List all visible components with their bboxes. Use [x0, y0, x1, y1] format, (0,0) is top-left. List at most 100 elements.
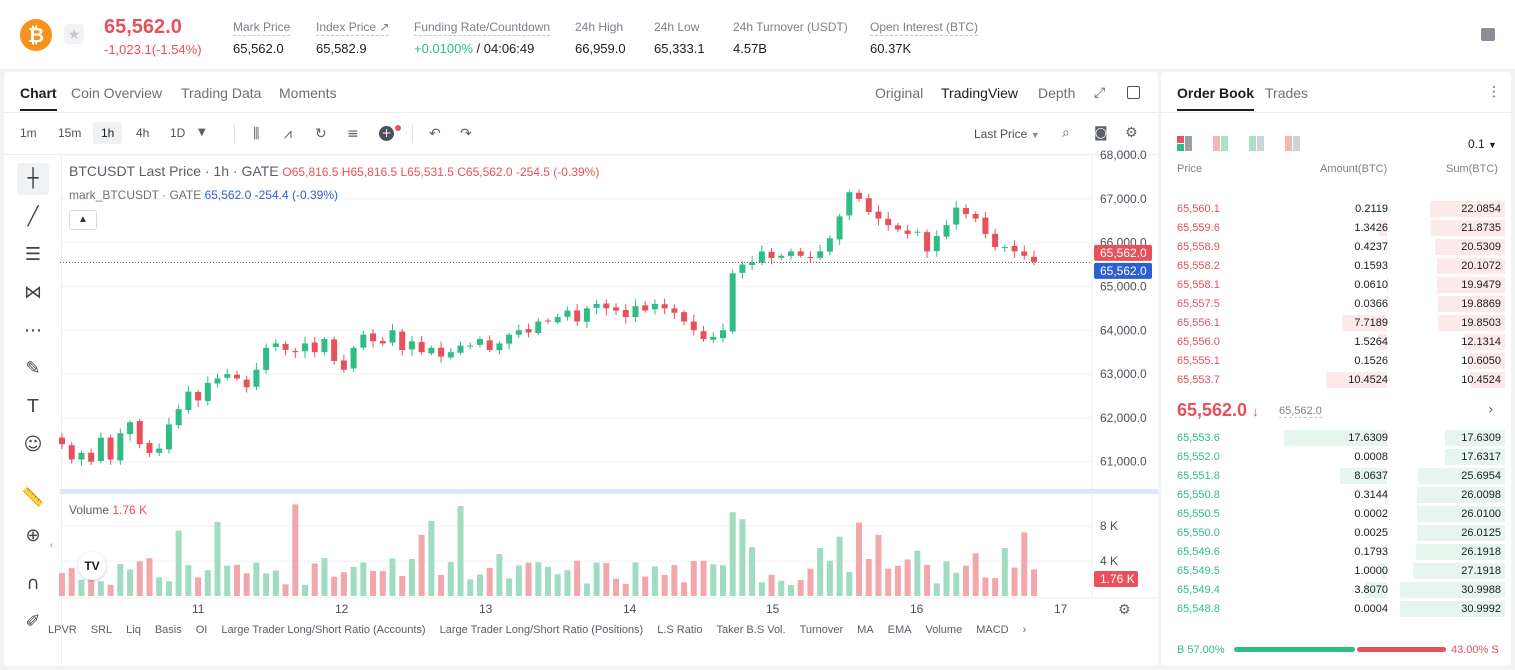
tab-order-book[interactable]: Order Book [1177, 85, 1255, 111]
pattern-icon[interactable]: ⋈ [24, 282, 42, 303]
volume-bar [982, 577, 989, 596]
timeframe-4h[interactable]: 4h [136, 126, 150, 140]
stat-label[interactable]: Index Price ↗ [316, 20, 390, 36]
indicator-5[interactable]: Large Trader Long/Short Ratio (Accounts) [221, 624, 426, 636]
bid-row[interactable]: 65,549.5 1.0000 27.1918 [1175, 562, 1505, 580]
bid-row[interactable]: 65,549.6 0.1793 26.1918 [1175, 543, 1505, 561]
book-icon[interactable] [1481, 28, 1495, 41]
indicator-10[interactable]: MA [857, 624, 874, 636]
ask-row[interactable]: 65,556.1 7.7189 19.8503 [1175, 314, 1505, 332]
indicators-icon[interactable]: ⩘ [284, 126, 292, 142]
bid-row[interactable]: 65,553.6 17.6309 17.6309 [1175, 429, 1505, 447]
mode-asks-icon[interactable] [1285, 136, 1300, 151]
text-icon[interactable]: T [27, 396, 39, 417]
tab-coin-overview[interactable]: Coin Overview [71, 85, 163, 101]
volume-bar [243, 573, 250, 596]
axis-settings-icon[interactable]: ⚙ [1118, 602, 1131, 618]
bid-row[interactable]: 65,550.8 0.3144 26.0098 [1175, 486, 1505, 504]
indicator-1[interactable]: SRL [90, 624, 113, 636]
stat-label[interactable]: Open Interest (BTC) [870, 20, 979, 36]
indicator-9[interactable]: Turnover [799, 624, 844, 636]
magnet-icon[interactable]: ∩ [26, 573, 40, 594]
tradingview-logo[interactable]: TV [78, 552, 106, 580]
mode-bids-icon[interactable] [1249, 136, 1264, 151]
bid-row[interactable]: 65,549.4 3.8070 30.9988 [1175, 581, 1505, 599]
gear-icon[interactable]: ⚙ [1125, 125, 1138, 141]
chevron-down-icon[interactable]: ▼ [198, 127, 206, 138]
settings-list-icon[interactable]: ≡ [347, 126, 359, 142]
ruler-icon[interactable]: 📏 [21, 487, 45, 508]
emoji-icon[interactable]: ☺ [23, 434, 43, 455]
ask-row[interactable]: 65,557.5 0.0366 19.8869 [1175, 295, 1505, 313]
tab-moments[interactable]: Moments [279, 85, 337, 101]
view-tradingview[interactable]: TradingView [941, 85, 1019, 101]
indicator-0[interactable]: LPVR [48, 624, 77, 636]
undo-icon[interactable]: ↶ [429, 126, 441, 142]
volume-bar [447, 562, 454, 596]
ask-row[interactable]: 65,555.1 0.1526 10.6050 [1175, 352, 1505, 370]
indicator-6[interactable]: Large Trader Long/Short Ratio (Positions… [439, 624, 644, 636]
pane-separator[interactable] [60, 489, 1158, 494]
indicator-8[interactable]: Taker B.S Vol. [716, 624, 786, 636]
mode-both-icon[interactable] [1177, 136, 1192, 151]
brush-icon[interactable]: ✎ [25, 358, 41, 379]
timeframe-15m[interactable]: 15m [58, 126, 82, 140]
depth-sum-bar [1437, 315, 1505, 331]
redo-icon[interactable]: ↷ [460, 126, 472, 142]
timeframe-1h[interactable]: 1h [93, 122, 123, 144]
indicator-2[interactable]: Liq [126, 624, 141, 636]
mode-asks-bids-icon[interactable] [1213, 136, 1228, 151]
indicator-11[interactable]: EMA [887, 624, 912, 636]
timeframe-1m[interactable]: 1m [20, 126, 37, 140]
price-chart[interactable]: 68,000.067,000.066,000.065,000.064,000.0… [0, 0, 1160, 620]
refresh-icon[interactable]: ↻ [315, 126, 327, 142]
camera-icon[interactable]: ◙ [1094, 125, 1108, 141]
indicator-3[interactable]: Basis [154, 624, 182, 636]
more-vertical-icon[interactable]: ⋮ [1487, 84, 1501, 100]
favorite-star-icon[interactable]: ★ [64, 24, 84, 44]
expand-icon[interactable]: ⤢ [1094, 85, 1106, 101]
ask-row[interactable]: 65,559.6 1.3426 21.8735 [1175, 219, 1505, 237]
zoom-in-icon[interactable]: ⊕ [25, 525, 41, 546]
chevron-right-icon[interactable]: › [1022, 624, 1027, 636]
stat-label[interactable]: Mark Price [233, 20, 291, 36]
volume-bar [710, 564, 717, 596]
view-original[interactable]: Original [875, 85, 924, 101]
bid-row[interactable]: 65,548.8 0.0004 30.9992 [1175, 600, 1505, 618]
stat-label[interactable]: Funding Rate/Countdown [414, 20, 551, 36]
ask-row[interactable]: 65,553.7 10.4524 10.4524 [1175, 371, 1505, 389]
window-icon[interactable] [1127, 86, 1140, 99]
bid-row[interactable]: 65,550.0 0.0025 26.0125 [1175, 524, 1505, 542]
indicator-4[interactable]: OI [195, 624, 208, 636]
candlestick-type-icon[interactable]: ⫼ [253, 126, 260, 142]
price-type-select[interactable]: Last Price ▼ [974, 127, 1040, 141]
tab-trading-data[interactable]: Trading Data [181, 85, 262, 101]
fib-icon[interactable]: ⋯ [24, 320, 42, 341]
timeframe-1d[interactable]: 1D [170, 126, 186, 140]
indicator-7[interactable]: L.S Ratio [657, 624, 703, 636]
indicator-13[interactable]: MACD [976, 624, 1009, 636]
collapse-sidebar-icon[interactable]: ‹ [50, 540, 54, 551]
ask-row[interactable]: 65,560.1 0.2119 22.0854 [1175, 200, 1505, 218]
tab-chart[interactable]: Chart [20, 85, 57, 111]
indicator-12[interactable]: Volume [925, 624, 963, 636]
bid-row[interactable]: 65,552.0 0.0008 17.6317 [1175, 448, 1505, 466]
search-icon[interactable]: ⌕ [1062, 125, 1070, 141]
precision-select[interactable]: 0.1 ▼ [1468, 137, 1497, 151]
tab-trades[interactable]: Trades [1265, 85, 1309, 101]
view-depth[interactable]: Depth [1038, 85, 1076, 101]
trendline-icon[interactable]: ╱ [27, 206, 39, 227]
ask-row[interactable]: 65,558.2 0.1593 20.1072 [1175, 257, 1505, 275]
header-amount: Amount(BTC) [1320, 163, 1388, 175]
pencil-lock-icon[interactable]: ✐ [25, 611, 41, 632]
horizontal-lines-icon[interactable]: ☰ [24, 244, 42, 265]
collapse-legend-button[interactable]: ▲ [69, 210, 97, 230]
ask-row[interactable]: 65,558.9 0.4237 20.5309 [1175, 238, 1505, 256]
crosshair-icon[interactable]: ┼ [17, 163, 49, 195]
ask-row[interactable]: 65,558.1 0.0610 19.9479 [1175, 276, 1505, 294]
ask-row[interactable]: 65,556.0 1.5264 12.1314 [1175, 333, 1505, 351]
bid-row[interactable]: 65,550.5 0.0002 26.0100 [1175, 505, 1505, 523]
add-indicator-icon[interactable]: + [379, 126, 394, 141]
bid-row[interactable]: 65,551.8 8.0637 25.6954 [1175, 467, 1505, 485]
chevron-right-icon[interactable]: › [1488, 402, 1494, 418]
